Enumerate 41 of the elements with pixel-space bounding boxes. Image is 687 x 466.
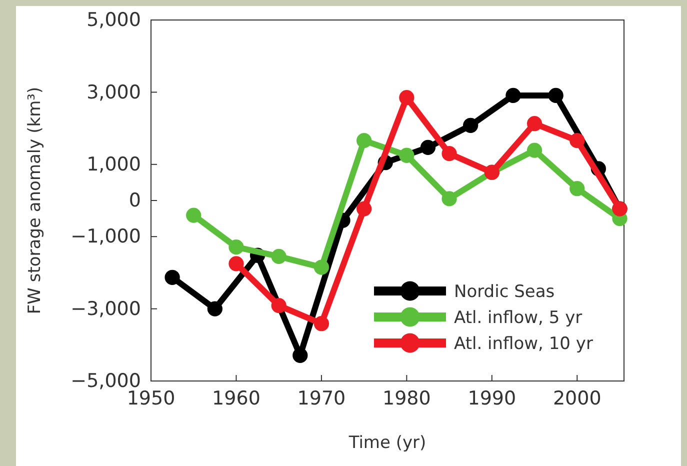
point bbox=[526, 142, 542, 158]
point bbox=[164, 270, 180, 285]
x-tick-label: 1990 bbox=[468, 387, 516, 410]
y-tick-label: 1,000 bbox=[86, 153, 141, 176]
point bbox=[442, 191, 457, 206]
x-tick-label: 1980 bbox=[382, 387, 431, 410]
point bbox=[207, 301, 222, 316]
point bbox=[442, 146, 457, 162]
y-tick-label: 0 bbox=[128, 190, 141, 212]
y-tick-label: −1,000 bbox=[70, 226, 141, 248]
point bbox=[399, 148, 414, 163]
point bbox=[228, 240, 244, 255]
point bbox=[271, 298, 286, 314]
point bbox=[570, 133, 585, 148]
point bbox=[228, 256, 244, 272]
point bbox=[356, 133, 372, 148]
point bbox=[314, 316, 330, 332]
x-axis-title: Time (yr) bbox=[348, 433, 426, 453]
legend-label: Nordic Seas bbox=[454, 282, 555, 302]
point bbox=[570, 181, 585, 196]
y-tick-label: −3,000 bbox=[70, 298, 141, 320]
point bbox=[399, 90, 414, 106]
y-tick-label: 5,000 bbox=[86, 9, 141, 32]
point bbox=[506, 88, 521, 104]
point bbox=[463, 118, 478, 133]
point bbox=[292, 348, 308, 363]
point bbox=[314, 260, 330, 275]
x-tick-label: 1950 bbox=[126, 387, 176, 410]
legend-label: Atl. inflow, 5 yr bbox=[454, 308, 582, 328]
point bbox=[356, 201, 372, 216]
point bbox=[548, 88, 564, 104]
legend-label: Atl. inflow, 10 yr bbox=[454, 334, 593, 354]
point bbox=[420, 140, 436, 155]
x-tick-label: 1960 bbox=[212, 387, 260, 410]
point bbox=[526, 116, 542, 132]
y-axis-title: FW storage anomaly (km³) bbox=[25, 86, 45, 314]
point bbox=[186, 208, 202, 223]
x-tick-label: 1970 bbox=[297, 387, 346, 410]
y-tick-label: 3,000 bbox=[86, 81, 141, 104]
x-tick-label: 2000 bbox=[552, 387, 602, 410]
point bbox=[271, 248, 286, 264]
